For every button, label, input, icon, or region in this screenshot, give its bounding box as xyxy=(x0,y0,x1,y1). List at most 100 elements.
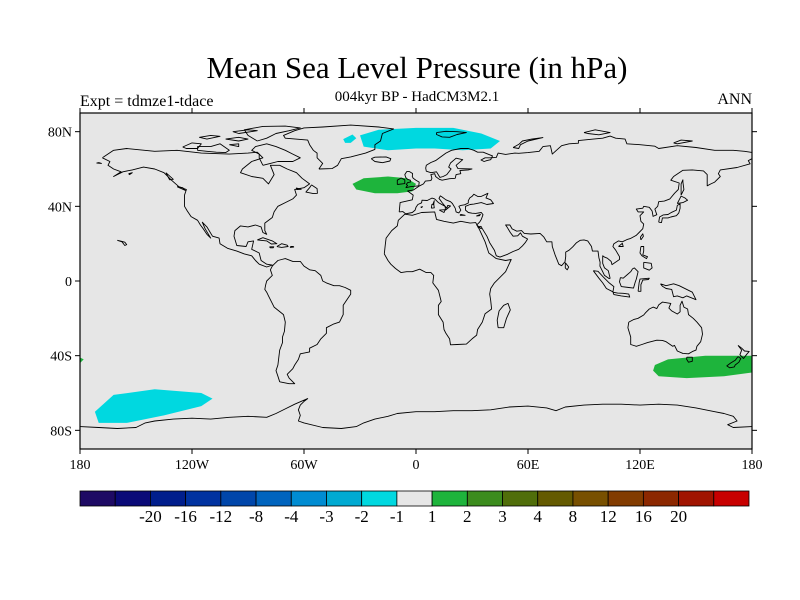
anomaly-region-tasman-high xyxy=(653,355,752,379)
coastline-3 xyxy=(398,135,752,280)
x-tick-label: 120E xyxy=(625,458,655,473)
coastline-7 xyxy=(396,177,406,185)
colorbar-swatch xyxy=(79,490,116,507)
colorbar-swatch xyxy=(431,490,468,507)
y-tick-label: 40N xyxy=(48,200,72,215)
x-tick-label: 180 xyxy=(70,458,91,473)
colorbar-label: 3 xyxy=(498,507,507,526)
coastline-51 xyxy=(439,209,446,213)
colorbar-swatch xyxy=(502,490,539,507)
colorbar-swatch xyxy=(361,490,398,507)
coastline-1 xyxy=(264,258,352,385)
colorbar-swatch xyxy=(185,490,222,507)
coastline-21 xyxy=(639,233,644,241)
colorbar-swatch xyxy=(220,490,257,507)
colorbar-swatch xyxy=(607,490,644,507)
colorbar-label: -12 xyxy=(209,507,232,526)
coastline-47 xyxy=(673,139,693,145)
colorbar-label: 1 xyxy=(428,507,437,526)
x-tick-label: 180 xyxy=(742,458,763,473)
coastline-24 xyxy=(496,302,511,329)
coastline-53 xyxy=(476,213,481,217)
coastline-6 xyxy=(404,171,420,189)
x-tick-label: 60E xyxy=(517,458,540,473)
colorbar-label: -8 xyxy=(249,507,263,526)
colorbar-label: 4 xyxy=(533,507,542,526)
colorbar-label: -2 xyxy=(355,507,369,526)
colorbar-swatch xyxy=(642,490,679,507)
colorbar-label: -16 xyxy=(174,507,197,526)
coastline-15 xyxy=(637,277,650,292)
coastline-29 xyxy=(305,184,318,195)
colorbar-swatch xyxy=(537,490,574,507)
coastline-0 xyxy=(102,148,311,268)
coastline-18 xyxy=(643,261,653,271)
axis-ticks: 80N 40N 0 40S 80S 180 120W 60W 0 60E 120E 180 xyxy=(48,108,763,473)
chart-title: Mean Sea Level Pressure (in hPa) xyxy=(206,50,628,85)
season-label: ANN xyxy=(717,91,752,108)
coastline-22 xyxy=(618,242,624,247)
coastline-55 xyxy=(80,398,752,429)
coastline-38 xyxy=(232,129,258,134)
anomaly-region-southern-pacific-low xyxy=(94,389,213,423)
coastline-45 xyxy=(512,137,544,149)
coastline-52 xyxy=(459,214,466,216)
colorbar-swatch xyxy=(114,490,151,507)
colorbar-label: 8 xyxy=(569,507,578,526)
coastline-20 xyxy=(676,195,689,204)
coastline-25 xyxy=(257,237,278,245)
coastline-43 xyxy=(117,239,128,246)
colorbar-swatch xyxy=(396,490,433,507)
x-tick-label: 60W xyxy=(290,458,318,473)
coastline-28 xyxy=(289,246,295,248)
experiment-label: Expt = tdmze1-tdace xyxy=(80,93,214,110)
coastline-48 xyxy=(680,179,685,196)
coastline-17 xyxy=(639,246,648,260)
coastline-26 xyxy=(276,243,289,248)
colorbar-label: -20 xyxy=(139,507,162,526)
colorbar-label: -1 xyxy=(390,507,404,526)
coastline-39 xyxy=(165,172,174,181)
y-tick-label: 80N xyxy=(48,126,72,141)
anomaly-region-north-atlantic-high xyxy=(352,176,416,194)
coastline-4 xyxy=(283,124,395,170)
coastline-46 xyxy=(583,129,611,136)
colorbar-label: -4 xyxy=(284,507,299,526)
coastline-14 xyxy=(612,291,631,298)
colorbar-swatch xyxy=(678,490,715,507)
colorbar-swatch xyxy=(326,490,363,507)
x-tick-label: 120W xyxy=(175,458,210,473)
coastline-12 xyxy=(592,270,615,293)
colorbar-label: -3 xyxy=(319,507,333,526)
anomaly-region-greenland-low xyxy=(343,134,357,143)
colorbar-label: 2 xyxy=(463,507,472,526)
y-tick-label: 40S xyxy=(50,350,72,365)
coastline-30 xyxy=(296,187,302,190)
x-tick-label: 0 xyxy=(413,458,420,473)
colorbar-swatch xyxy=(150,490,187,507)
anomaly-regions xyxy=(80,127,752,423)
coastline-36 xyxy=(225,136,249,142)
colorbar-swatch xyxy=(290,490,327,507)
coastline-13 xyxy=(619,267,639,289)
coastline-27 xyxy=(269,246,275,249)
coastline-11 xyxy=(726,356,742,369)
chart-subtitle: 004kyr BP - HadCM3M2.1 xyxy=(334,89,500,105)
coastline-50 xyxy=(430,203,435,209)
anomaly-region-arctic-low xyxy=(360,127,500,151)
coastline-2 xyxy=(383,211,512,346)
coastline-37 xyxy=(199,134,221,140)
coastline-19 xyxy=(658,203,681,224)
y-tick-label: 80S xyxy=(50,424,72,439)
coastline-54 xyxy=(420,206,423,209)
y-tick-label: 0 xyxy=(65,275,72,290)
coastline-8 xyxy=(627,300,703,355)
coastline-9 xyxy=(686,356,693,363)
coastline-42 xyxy=(128,172,133,176)
coastline-23 xyxy=(564,262,570,271)
anomaly-region-dateline-high-sliver xyxy=(80,357,84,364)
coastline-5 xyxy=(370,156,392,164)
coastline-34 xyxy=(182,142,202,149)
colorbar-label: 12 xyxy=(600,507,617,526)
